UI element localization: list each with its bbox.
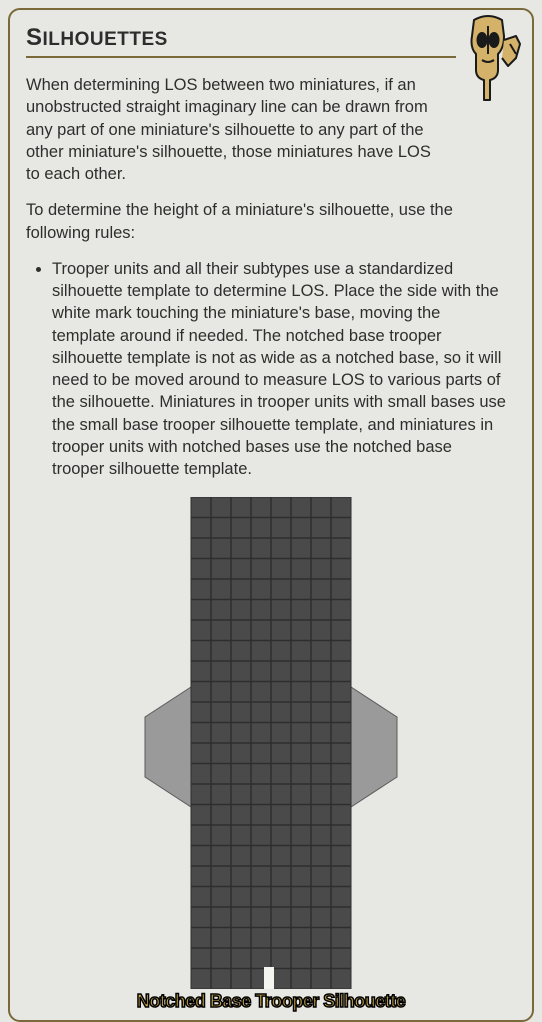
paragraph-2: To determine the height of a miniature's… (26, 199, 516, 244)
list-item: Trooper units and all their subtypes use… (52, 258, 516, 481)
heading-rest: ILHOUETTES (43, 29, 168, 50)
rules-card: SILHOUETTES When determining LOS between… (8, 8, 534, 1022)
silhouette-figure (26, 497, 516, 989)
paragraph-1: When determining LOS between two miniatu… (26, 74, 516, 185)
figure-caption: Notched Base Trooper Silhouette (26, 991, 516, 1012)
rules-list: Trooper units and all their subtypes use… (26, 258, 516, 481)
heading-rule (26, 56, 456, 58)
heading-first-letter: S (26, 24, 43, 51)
section-heading: SILHOUETTES (26, 24, 516, 52)
droid-head-icon (454, 14, 522, 102)
silhouette-template-svg (139, 497, 403, 989)
